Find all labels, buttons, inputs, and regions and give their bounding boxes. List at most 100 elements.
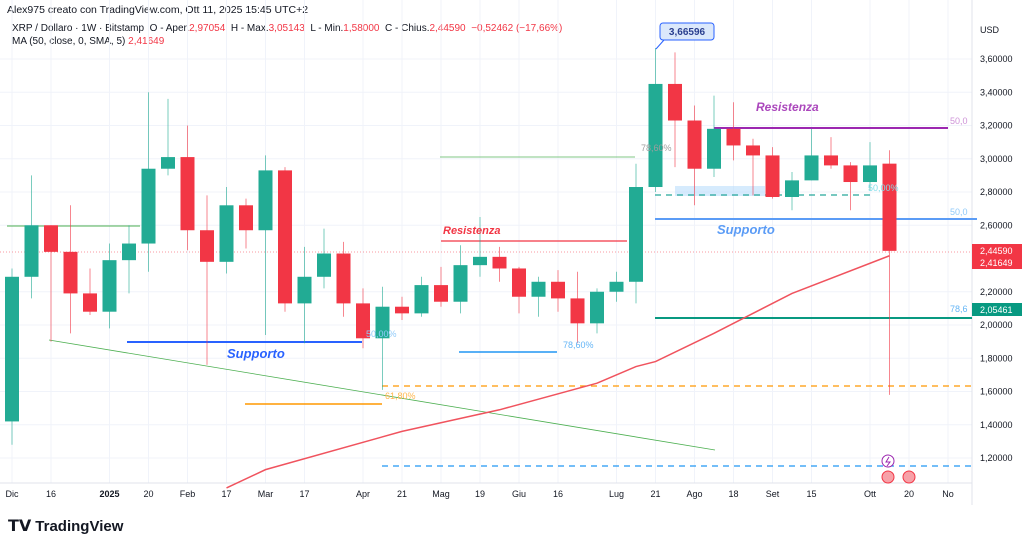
fib-label: 78,60% <box>563 340 594 350</box>
candle[interactable] <box>863 142 877 191</box>
candle[interactable] <box>707 95 721 178</box>
candle-body <box>317 253 331 277</box>
candle[interactable] <box>5 268 19 445</box>
candle-body <box>434 285 448 302</box>
candle-body <box>239 205 253 231</box>
candle[interactable] <box>278 167 292 312</box>
candle[interactable] <box>473 216 487 277</box>
candle-body <box>336 253 351 304</box>
candle[interactable] <box>141 92 156 272</box>
y-tick-label: 2,80000 <box>980 187 1013 197</box>
candle[interactable] <box>629 163 643 304</box>
candle[interactable] <box>512 266 526 314</box>
x-tick-label: No <box>942 489 954 499</box>
currency-label: USD <box>980 25 1000 35</box>
candle[interactable] <box>356 288 370 349</box>
candle[interactable] <box>843 162 858 211</box>
y-tick-label: 1,80000 <box>980 353 1013 363</box>
ohlc-legend: XRP / Dollaro · 1W · Bitstamp O - Aper.2… <box>12 23 562 34</box>
candle-body <box>785 180 799 197</box>
candle[interactable] <box>804 128 819 181</box>
candle[interactable] <box>297 246 312 344</box>
ma-legend[interactable]: MA (50, close, 0, SMA, 5) 2,41649 <box>12 36 164 47</box>
candle[interactable] <box>102 243 117 329</box>
candle-body <box>278 170 292 304</box>
y-tick-label: 2,00000 <box>980 320 1013 330</box>
candle[interactable] <box>161 98 175 176</box>
candle[interactable] <box>44 225 58 342</box>
candle[interactable] <box>453 245 468 314</box>
candle-body <box>44 225 58 252</box>
candle[interactable] <box>258 155 273 335</box>
candle-body <box>668 83 682 121</box>
candle-body <box>882 163 897 251</box>
x-tick-label: 17 <box>299 489 309 499</box>
candle[interactable] <box>122 225 136 294</box>
x-tick-label: Ago <box>686 489 702 499</box>
price-chart[interactable]: 3,60000 3,40000 3,20000 3,00000 2,80000 2,600… <box>0 0 1024 510</box>
lightning-icon <box>881 454 895 468</box>
y-tick-label: 3,00000 <box>980 154 1013 164</box>
candle[interactable] <box>687 105 702 206</box>
tradingview-logo[interactable]: 𝗧𝗩 TradingView <box>8 516 123 536</box>
drawings[interactable] <box>0 127 977 467</box>
candle[interactable] <box>200 195 214 365</box>
candle[interactable] <box>785 172 799 211</box>
candle[interactable] <box>375 286 390 390</box>
candle[interactable] <box>531 276 546 317</box>
candle[interactable] <box>336 241 351 317</box>
fib-label: 78,60% <box>641 143 672 153</box>
close-value: 2,44590 <box>429 23 466 34</box>
x-tick-label: 19 <box>475 489 485 499</box>
candle-body <box>180 157 195 231</box>
support-label: Supporto <box>717 222 775 237</box>
candle[interactable] <box>648 48 663 192</box>
candle[interactable] <box>551 270 565 312</box>
candle[interactable] <box>414 276 429 317</box>
candle[interactable] <box>609 271 624 302</box>
candle-body <box>570 298 585 324</box>
svg-text:3,66596: 3,66596 <box>669 27 706 38</box>
candle[interactable] <box>83 268 97 316</box>
candle-body <box>83 293 97 312</box>
candle[interactable] <box>765 147 780 199</box>
logo-text: TradingView <box>35 517 124 535</box>
candle[interactable] <box>180 125 195 251</box>
candle[interactable] <box>492 246 507 282</box>
candle[interactable] <box>63 205 78 334</box>
last-price-label: 2,44590 <box>980 246 1013 256</box>
event-icons[interactable] <box>881 454 916 484</box>
candle[interactable] <box>590 288 604 334</box>
candle[interactable] <box>824 137 838 169</box>
candle[interactable] <box>746 138 760 196</box>
ma-label: MA (50, close, 0, SMA, 5) <box>12 36 126 47</box>
candle[interactable] <box>726 102 741 161</box>
candle[interactable] <box>434 266 448 307</box>
candle[interactable] <box>219 187 234 274</box>
candle-body <box>102 260 117 312</box>
candle[interactable] <box>395 296 409 321</box>
axis-price-labels: 2,44590 2,41649 2,05461 <box>972 244 1022 316</box>
candle-body <box>551 281 565 299</box>
candle-body <box>492 256 507 269</box>
high-callout: 3,66596 <box>655 22 715 50</box>
x-tick-label: 21 <box>397 489 407 499</box>
candle[interactable] <box>882 150 897 395</box>
y-tick-label: 1,20000 <box>980 453 1013 463</box>
open-label: O - Aper. <box>149 23 190 34</box>
open-value: 2,97054 <box>189 23 226 34</box>
candle[interactable] <box>317 228 331 289</box>
candle[interactable] <box>24 175 39 299</box>
y-tick-label: 3,60000 <box>980 54 1013 64</box>
candle[interactable] <box>668 52 682 168</box>
x-tick-label: 17 <box>221 489 231 499</box>
symbol[interactable]: XRP / Dollaro · 1W · Bitstamp <box>12 23 145 34</box>
candle[interactable] <box>570 271 585 344</box>
candle-body <box>726 128 741 146</box>
candle-body <box>473 256 487 266</box>
fib-label: 50,0 <box>950 207 968 217</box>
author-caption: Alex975 creato con TradingView.com, Ott … <box>7 4 309 16</box>
x-tick-label: 18 <box>728 489 738 499</box>
x-tick-label: Mag <box>432 489 450 499</box>
candle[interactable] <box>239 198 253 249</box>
